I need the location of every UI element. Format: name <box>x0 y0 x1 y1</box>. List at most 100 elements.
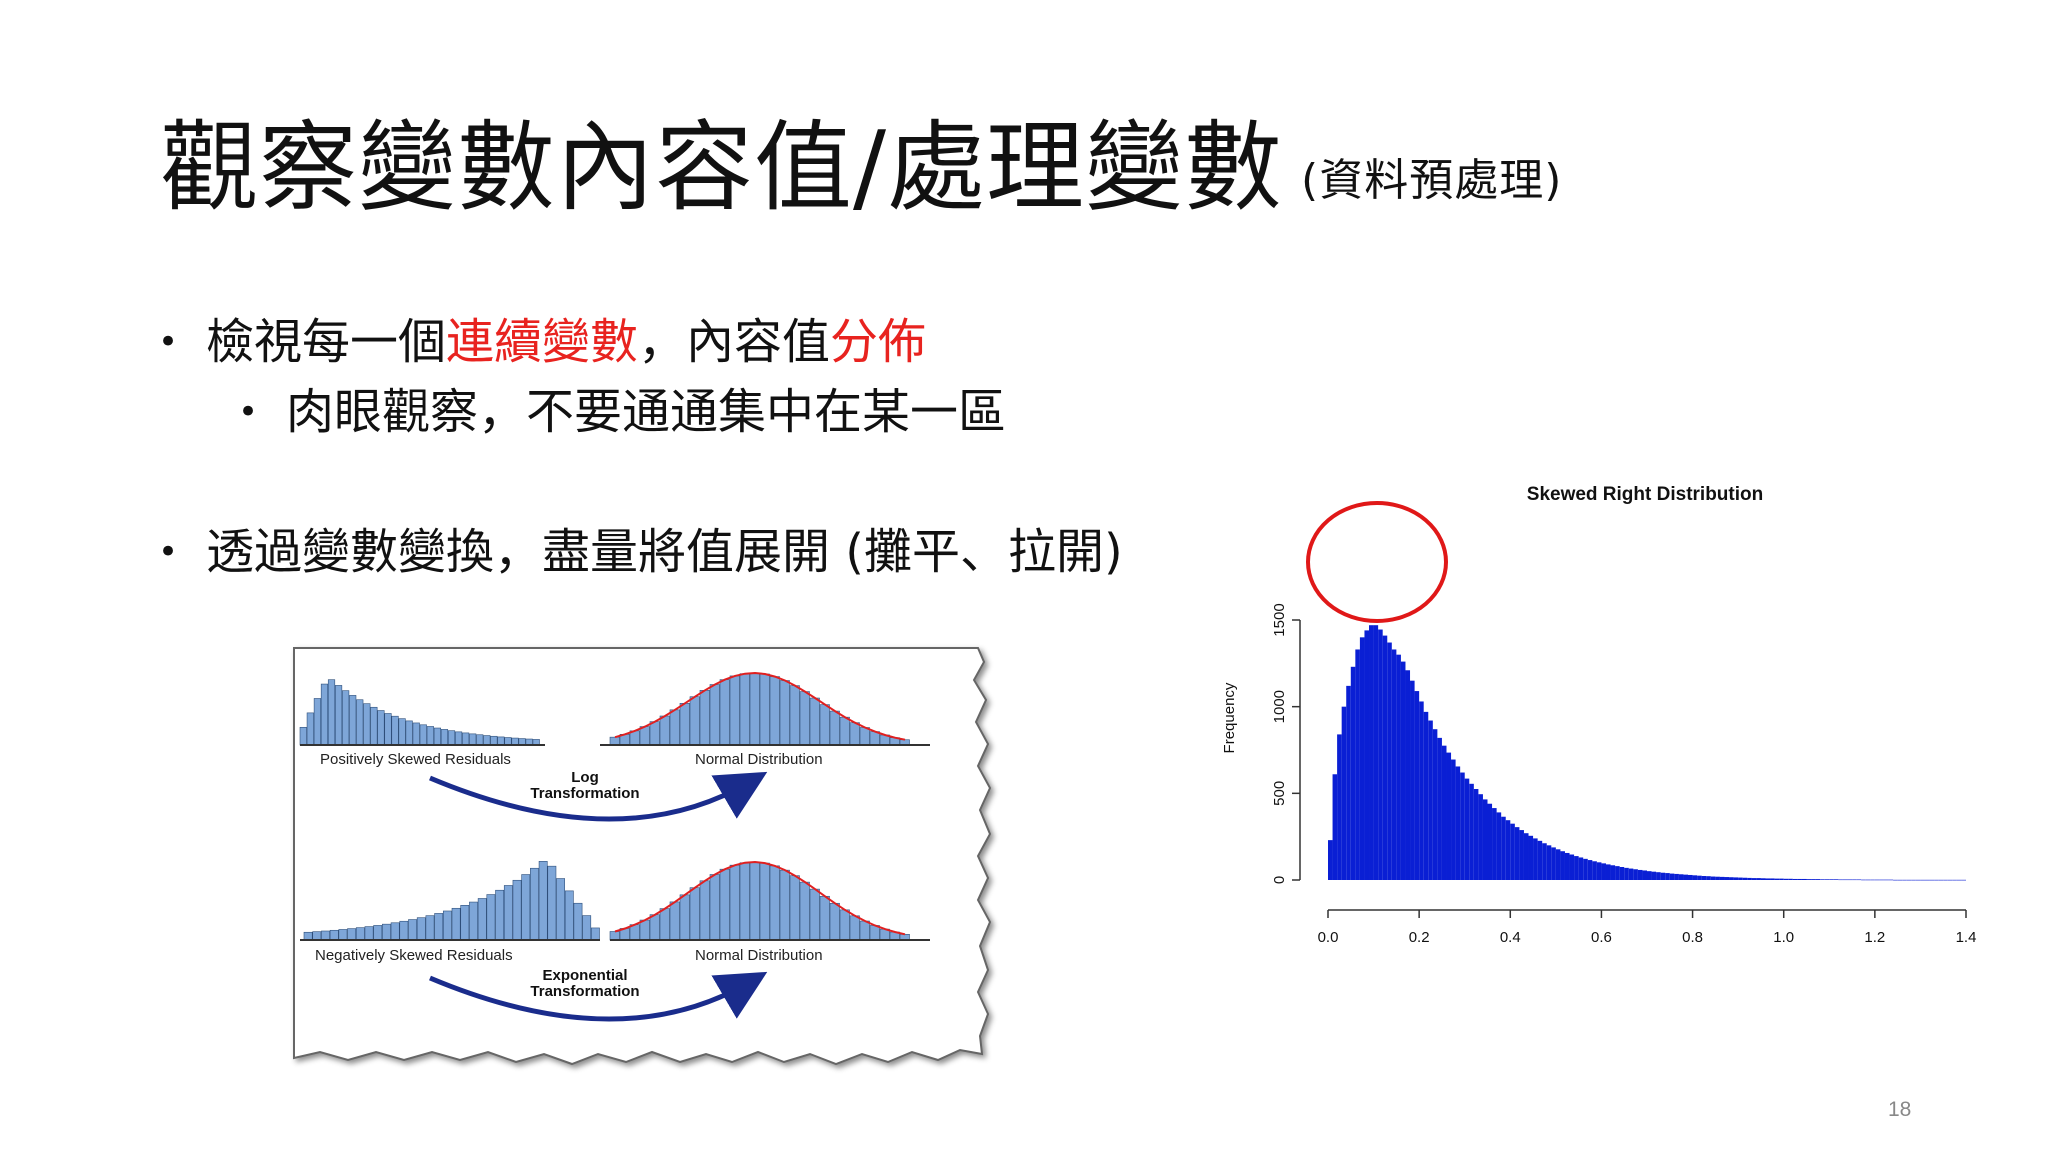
histogram-bar <box>1701 876 1707 880</box>
histogram-bar <box>1523 833 1529 880</box>
sketch-bar <box>419 724 427 746</box>
sketch-bar <box>451 907 461 941</box>
sketch-bar <box>819 704 830 746</box>
histogram-bar <box>1924 879 1930 881</box>
sketch-bar <box>497 736 505 746</box>
sketch-bar <box>370 706 378 746</box>
histogram-bar <box>1537 840 1543 880</box>
label-normal-distribution: Normal Distribution <box>695 751 823 768</box>
histogram-bar <box>1496 812 1502 880</box>
histogram-bar <box>1564 852 1570 880</box>
sketch-bar <box>839 716 850 746</box>
histogram-bar <box>1811 879 1816 880</box>
sketch-bar <box>313 698 321 746</box>
title-main: 觀察變數內容值/處理變數 <box>160 111 1284 225</box>
sketch-bar <box>363 703 371 746</box>
histogram-bar <box>1751 878 1757 880</box>
sketch-bar <box>689 696 700 746</box>
histogram-bar <box>1842 879 1848 881</box>
histogram-bar <box>1414 691 1420 880</box>
histogram-bar <box>1514 827 1520 880</box>
sketch-bar <box>749 672 760 746</box>
sketch-bar <box>412 722 420 746</box>
histogram-bar <box>1423 711 1429 880</box>
histogram-bar <box>1346 685 1351 880</box>
histogram-bar <box>1678 874 1684 880</box>
sketch-bar <box>609 736 620 746</box>
histogram-bar <box>1428 720 1433 880</box>
sketch-bar <box>859 920 870 941</box>
bullet-continuous-variables: • 檢視每一個連續變數，內容值分佈 <box>158 312 926 372</box>
sketch-bar <box>547 865 557 941</box>
histogram-bar <box>1350 666 1356 880</box>
distribution-sketches <box>299 671 910 941</box>
sketch-bar <box>719 868 730 941</box>
histogram-bar <box>1542 843 1547 880</box>
histogram-bar <box>1706 876 1711 880</box>
histogram-bar <box>1387 642 1392 880</box>
histogram-bar <box>1615 866 1620 880</box>
histogram-bar <box>1578 857 1584 880</box>
normal-curve <box>614 671 906 741</box>
sketch-bar <box>384 713 392 746</box>
histogram-bar <box>1797 878 1802 880</box>
histogram-bar <box>1883 879 1889 881</box>
x-tick-label: 1.4 <box>1956 929 1977 946</box>
histogram-bar <box>1355 649 1360 880</box>
histogram-bar <box>1847 879 1853 881</box>
histogram-bar <box>1815 879 1821 880</box>
histogram-bar <box>1824 879 1830 880</box>
histogram-bar <box>1938 879 1944 881</box>
sketch-bar <box>538 861 548 941</box>
sketch-bar <box>859 727 870 746</box>
histogram-bar <box>1519 830 1524 880</box>
histogram-bar <box>1364 630 1370 880</box>
histogram-bar <box>1446 752 1452 880</box>
sketch-bar <box>769 676 780 746</box>
histogram-bar <box>1902 879 1907 881</box>
histogram-bar <box>1934 879 1939 881</box>
histogram-bar <box>1460 772 1465 880</box>
x-tick-label: 0.6 <box>1591 929 1612 946</box>
sketch-bar <box>669 709 680 746</box>
sketch-bar <box>759 862 770 941</box>
histogram-bar <box>1337 734 1342 880</box>
highlight-text: 分佈 <box>830 314 927 370</box>
histogram-bar <box>1697 875 1702 880</box>
histogram-bar <box>1947 879 1953 881</box>
histogram-bar <box>1833 879 1839 880</box>
histogram-bar <box>1482 799 1488 880</box>
sketch-bar <box>503 885 513 941</box>
sketch-bar <box>408 919 417 941</box>
histogram-bar <box>1783 878 1789 880</box>
histogram-bar <box>1528 835 1534 880</box>
histogram-bar <box>1332 774 1338 880</box>
sketch-bar <box>416 917 426 941</box>
sketch-bar <box>739 673 750 746</box>
histogram-bar <box>1738 877 1743 880</box>
histogram-svg: Skewed Right Distribution Frequency 0.0 0… <box>1221 484 1977 946</box>
histogram-bar <box>1405 670 1411 880</box>
histogram-bar <box>1779 878 1784 880</box>
histogram-bar <box>1391 649 1397 880</box>
sketch-bar <box>469 901 478 941</box>
histogram-bar <box>1956 879 1962 881</box>
histogram-bar <box>1437 737 1442 880</box>
histogram-bar <box>1838 879 1843 881</box>
histogram-bar <box>1719 876 1725 880</box>
histogram-bar <box>1756 878 1761 880</box>
histogram-bar <box>1765 878 1771 880</box>
histogram-bar <box>1952 879 1957 881</box>
sketch-bar <box>799 881 810 941</box>
sketch-bar <box>729 675 740 746</box>
histogram-bar <box>1893 879 1898 881</box>
histogram-bar <box>1592 861 1597 880</box>
slide-title: 觀察變數內容值/處理變數 (資料預處理) <box>160 108 1562 241</box>
sketch-bar <box>477 898 487 941</box>
sketch-bar <box>719 679 730 746</box>
transform-arrow <box>429 971 768 1022</box>
histogram-bar <box>1829 879 1834 880</box>
sketch-bar <box>469 733 477 746</box>
sketch-bar <box>434 913 444 941</box>
histogram-bar <box>1555 849 1561 880</box>
